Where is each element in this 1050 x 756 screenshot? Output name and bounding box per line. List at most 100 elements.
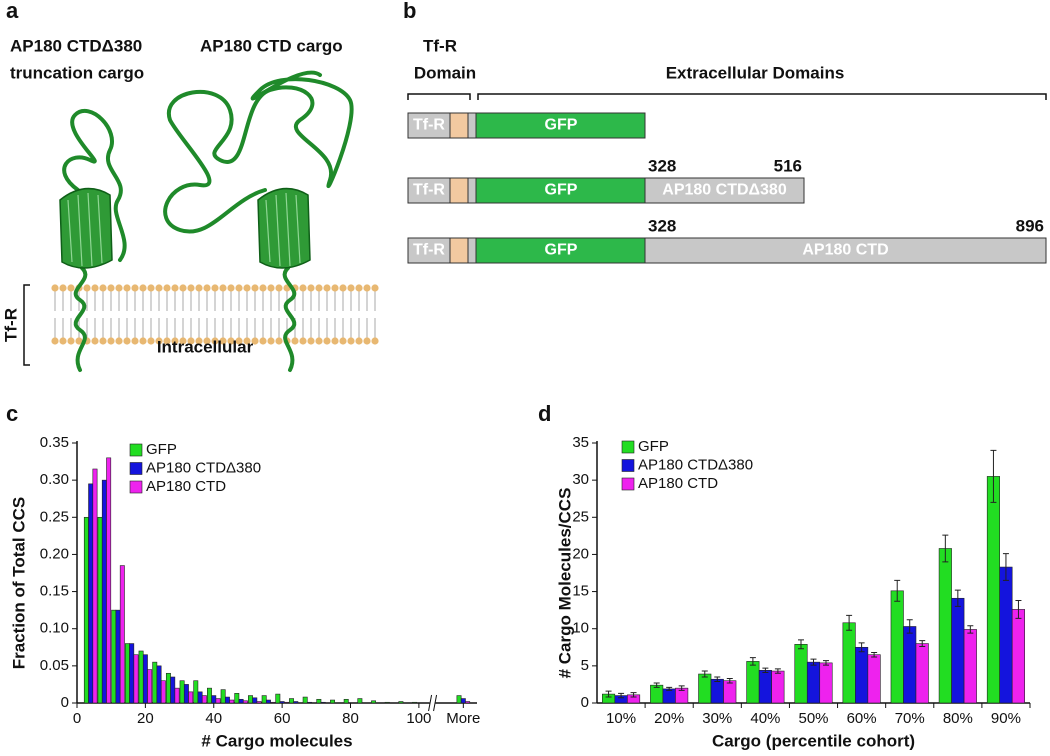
membrane-label: Tf-R bbox=[1, 308, 20, 342]
bar bbox=[986, 476, 1000, 704]
bar bbox=[758, 670, 772, 704]
x-tick-label: 20 bbox=[137, 710, 154, 727]
bar bbox=[460, 698, 466, 704]
bar bbox=[963, 629, 977, 704]
y-tick-label: 15 bbox=[572, 583, 589, 600]
x-tick-label: 60 bbox=[274, 710, 291, 727]
bar bbox=[465, 701, 471, 704]
y-tick-label: 5 bbox=[581, 657, 589, 674]
axis-break bbox=[428, 694, 438, 712]
error-bar bbox=[653, 682, 660, 688]
intracellular-label: Intracellular bbox=[157, 337, 254, 356]
bar bbox=[193, 680, 199, 704]
linker-box bbox=[467, 112, 477, 139]
lipid-head bbox=[147, 284, 155, 292]
tm-box bbox=[449, 112, 469, 139]
lipid-head bbox=[219, 284, 227, 292]
bar bbox=[152, 661, 158, 704]
domain-label: Tf-R bbox=[423, 36, 457, 55]
bar bbox=[307, 701, 312, 704]
lipid-head bbox=[243, 284, 251, 292]
x-axis-title: Cargo (percentile cohort) bbox=[712, 731, 915, 750]
protein bbox=[62, 70, 354, 372]
lipid-head bbox=[299, 284, 307, 292]
bar bbox=[320, 701, 326, 704]
membrane bbox=[51, 284, 379, 345]
x-tick-label: 40% bbox=[750, 710, 780, 727]
x-tick-label: 10% bbox=[606, 710, 636, 727]
bar bbox=[951, 597, 965, 704]
panel-b: b Tf-R Domain Extracellular Domains Tf-R… bbox=[403, 0, 1047, 264]
error-bar bbox=[810, 658, 817, 666]
x-tick-label: 0 bbox=[73, 710, 81, 727]
y-tick-label: 10 bbox=[572, 620, 589, 637]
lipid-head bbox=[219, 337, 227, 345]
lipid-head bbox=[371, 284, 379, 292]
lipid-head bbox=[147, 337, 155, 345]
error-bar bbox=[1015, 599, 1022, 619]
tm-box bbox=[449, 237, 469, 264]
bar bbox=[746, 661, 760, 704]
panel-label: c bbox=[6, 401, 18, 426]
bracket bbox=[407, 93, 1047, 100]
bar bbox=[156, 665, 162, 704]
lipid-head bbox=[195, 284, 203, 292]
legend-label: GFP bbox=[146, 441, 177, 458]
error-bar bbox=[894, 579, 901, 602]
error-bar bbox=[714, 676, 721, 682]
y-tick-label: 0.35 bbox=[40, 434, 69, 451]
bar bbox=[248, 695, 253, 704]
lipid-head bbox=[139, 284, 147, 292]
lipid-head bbox=[331, 284, 339, 292]
lipid-head bbox=[179, 337, 187, 345]
lipid-head bbox=[347, 284, 355, 292]
bar bbox=[242, 700, 248, 704]
bar bbox=[220, 689, 226, 704]
error-bar bbox=[762, 667, 769, 674]
y-axis-title: Fraction of Total CCS bbox=[9, 497, 28, 670]
bar bbox=[412, 701, 418, 704]
bar bbox=[938, 548, 952, 704]
lipid-head bbox=[67, 284, 75, 292]
bar bbox=[293, 701, 299, 704]
panel-label: b bbox=[403, 0, 416, 23]
bar bbox=[855, 646, 869, 704]
domain-label: Domain bbox=[414, 63, 476, 82]
tfr-box bbox=[407, 112, 451, 139]
lipid-head bbox=[323, 284, 331, 292]
bar bbox=[384, 701, 390, 704]
panel-label: a bbox=[6, 0, 19, 23]
lipid-head bbox=[131, 337, 139, 345]
x-tick-label: 30% bbox=[702, 710, 732, 727]
bar bbox=[160, 680, 166, 704]
cargo-label: truncation cargo bbox=[10, 63, 144, 82]
lipid-head bbox=[363, 284, 371, 292]
legend-label: AP180 CTD bbox=[638, 475, 718, 492]
bar bbox=[133, 654, 139, 704]
x-tick-label: 60% bbox=[847, 710, 877, 727]
lipid-head bbox=[67, 337, 75, 345]
error-bar bbox=[1002, 553, 1009, 581]
lipid-head bbox=[171, 337, 179, 345]
bar bbox=[662, 688, 676, 704]
lipid-head bbox=[203, 337, 211, 345]
bar bbox=[867, 654, 881, 704]
lipid-head bbox=[123, 284, 131, 292]
bar bbox=[188, 691, 194, 704]
x-axis-title: # Cargo molecules bbox=[201, 731, 352, 750]
lipid-head bbox=[275, 337, 283, 345]
bar bbox=[915, 643, 929, 704]
lipid-head bbox=[51, 284, 59, 292]
error-bar bbox=[774, 668, 781, 674]
error-bar bbox=[666, 686, 673, 691]
barrel-strands bbox=[67, 192, 301, 267]
bar bbox=[1011, 609, 1025, 704]
lipid-head bbox=[155, 284, 163, 292]
bar bbox=[723, 680, 737, 704]
bar bbox=[252, 697, 258, 704]
bar bbox=[256, 701, 262, 704]
lipid-head bbox=[267, 284, 275, 292]
error-bar bbox=[919, 640, 926, 648]
bar bbox=[183, 684, 189, 704]
